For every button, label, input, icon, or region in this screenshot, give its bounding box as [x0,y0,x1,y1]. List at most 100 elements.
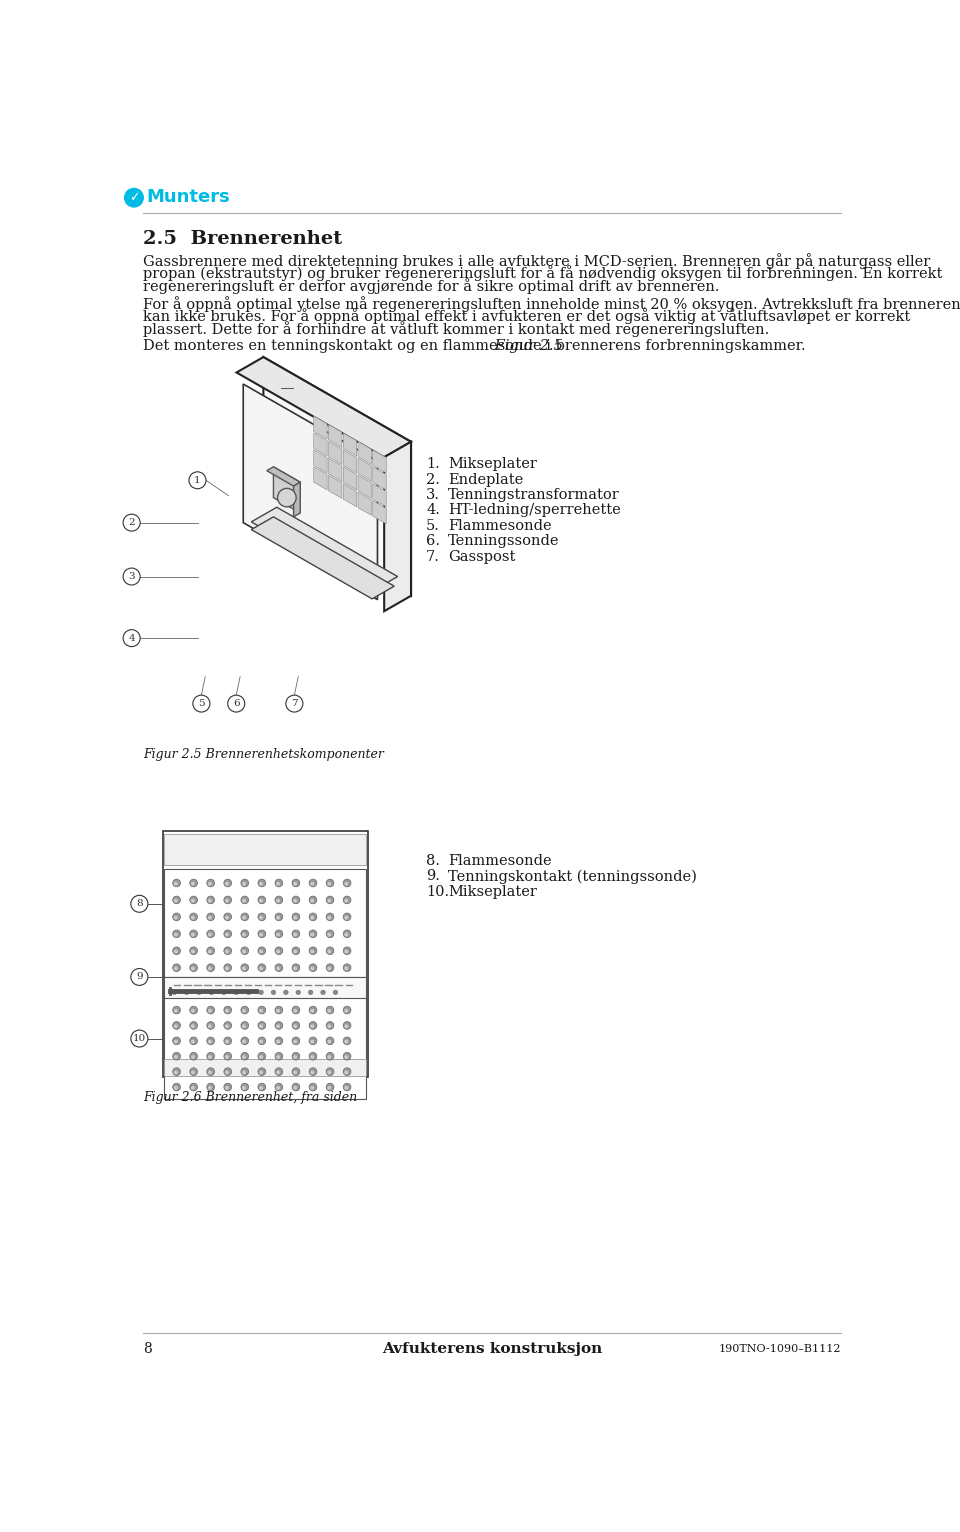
Circle shape [208,1010,212,1013]
Circle shape [292,1007,300,1014]
Circle shape [344,930,351,938]
Circle shape [242,1086,246,1089]
Polygon shape [328,458,342,481]
Text: 4: 4 [129,634,135,642]
Circle shape [293,1025,297,1028]
Circle shape [310,933,314,936]
Circle shape [326,1037,334,1045]
Circle shape [326,1052,334,1060]
Circle shape [173,1037,180,1045]
Text: regenereringsluft er derfor avgjørende for å sikre optimal drift av brenneren.: regenereringsluft er derfor avgjørende f… [143,277,720,294]
Circle shape [292,1022,300,1030]
Text: Munters: Munters [146,188,230,205]
Circle shape [123,630,140,647]
Text: 10: 10 [132,1034,146,1043]
Circle shape [174,1056,178,1059]
Circle shape [292,947,300,954]
Circle shape [206,964,214,971]
Text: 3.: 3. [426,489,440,502]
Circle shape [344,1022,351,1030]
Circle shape [123,568,140,585]
Text: 8.: 8. [426,853,440,867]
Circle shape [327,899,331,902]
Polygon shape [328,441,342,464]
Text: Figur 2.5: Figur 2.5 [491,340,564,354]
Circle shape [184,990,189,994]
Circle shape [225,899,228,902]
Text: Flammesonde: Flammesonde [447,519,551,533]
Text: 1.: 1. [426,457,440,472]
Polygon shape [344,467,357,490]
Circle shape [191,933,195,936]
Circle shape [308,990,313,994]
Circle shape [234,990,239,994]
Circle shape [224,913,231,921]
Circle shape [190,879,198,887]
Circle shape [276,950,280,953]
Circle shape [242,1025,246,1028]
Circle shape [224,1037,231,1045]
Circle shape [206,913,214,921]
Circle shape [225,1040,228,1043]
Circle shape [225,950,228,953]
Text: For å oppnå optimal ytelse må regenereringsluften inneholde minst 20 % oksygen. : For å oppnå optimal ytelse må regenereri… [143,296,960,313]
Polygon shape [263,357,411,596]
Text: plassert. Dette for å forhindre at våtluft kommer i kontakt med regenereringsluf: plassert. Dette for å forhindre at våtlu… [143,320,770,337]
Circle shape [309,1052,317,1060]
Text: 3: 3 [129,571,135,581]
Text: 2.5  Brennerenhet: 2.5 Brennerenhet [143,230,343,248]
Text: 4.: 4. [426,504,440,518]
Circle shape [326,1007,334,1014]
Text: Tenningssonde: Tenningssonde [447,535,560,548]
Circle shape [241,1007,249,1014]
Circle shape [275,879,283,887]
Circle shape [191,916,195,919]
Circle shape [224,1052,231,1060]
Circle shape [173,913,180,921]
Circle shape [242,1056,246,1059]
Circle shape [173,1052,180,1060]
Circle shape [276,1010,280,1013]
Polygon shape [372,501,386,524]
Circle shape [333,990,338,994]
Circle shape [190,1083,198,1091]
Circle shape [172,990,177,994]
Text: HT-ledning/sperrehette: HT-ledning/sperrehette [447,504,620,518]
Circle shape [327,933,331,936]
Text: 6: 6 [233,699,240,708]
Circle shape [292,1052,300,1060]
Circle shape [309,1068,317,1075]
Circle shape [345,1040,348,1043]
Text: 190TNO-1090–B1112: 190TNO-1090–B1112 [718,1344,841,1354]
Text: Endeplate: Endeplate [447,472,523,487]
Circle shape [310,967,314,970]
Text: Det monteres en tenningskontakt og en flammesonde i brennerens forbrenningskamme: Det monteres en tenningskontakt og en fl… [143,340,805,354]
Circle shape [326,896,334,904]
Circle shape [309,1083,317,1091]
Circle shape [310,1071,314,1074]
Circle shape [174,967,178,970]
Circle shape [224,1083,231,1091]
Text: Mikseplater: Mikseplater [447,884,537,899]
Text: Mikseplater: Mikseplater [447,457,537,472]
Text: Gasspost: Gasspost [447,550,516,564]
Circle shape [275,1068,283,1075]
Circle shape [293,950,297,953]
Circle shape [190,1052,198,1060]
Circle shape [125,188,143,207]
Circle shape [208,1040,212,1043]
Circle shape [190,930,198,938]
Circle shape [345,1071,348,1074]
Circle shape [206,1068,214,1075]
Circle shape [174,1086,178,1089]
Circle shape [173,1068,180,1075]
Circle shape [259,950,263,953]
Circle shape [174,1010,178,1013]
Circle shape [275,1007,283,1014]
Bar [164,869,367,977]
Circle shape [191,1010,195,1013]
Circle shape [225,1056,228,1059]
Polygon shape [372,484,386,507]
Circle shape [208,1086,212,1089]
Circle shape [131,968,148,985]
